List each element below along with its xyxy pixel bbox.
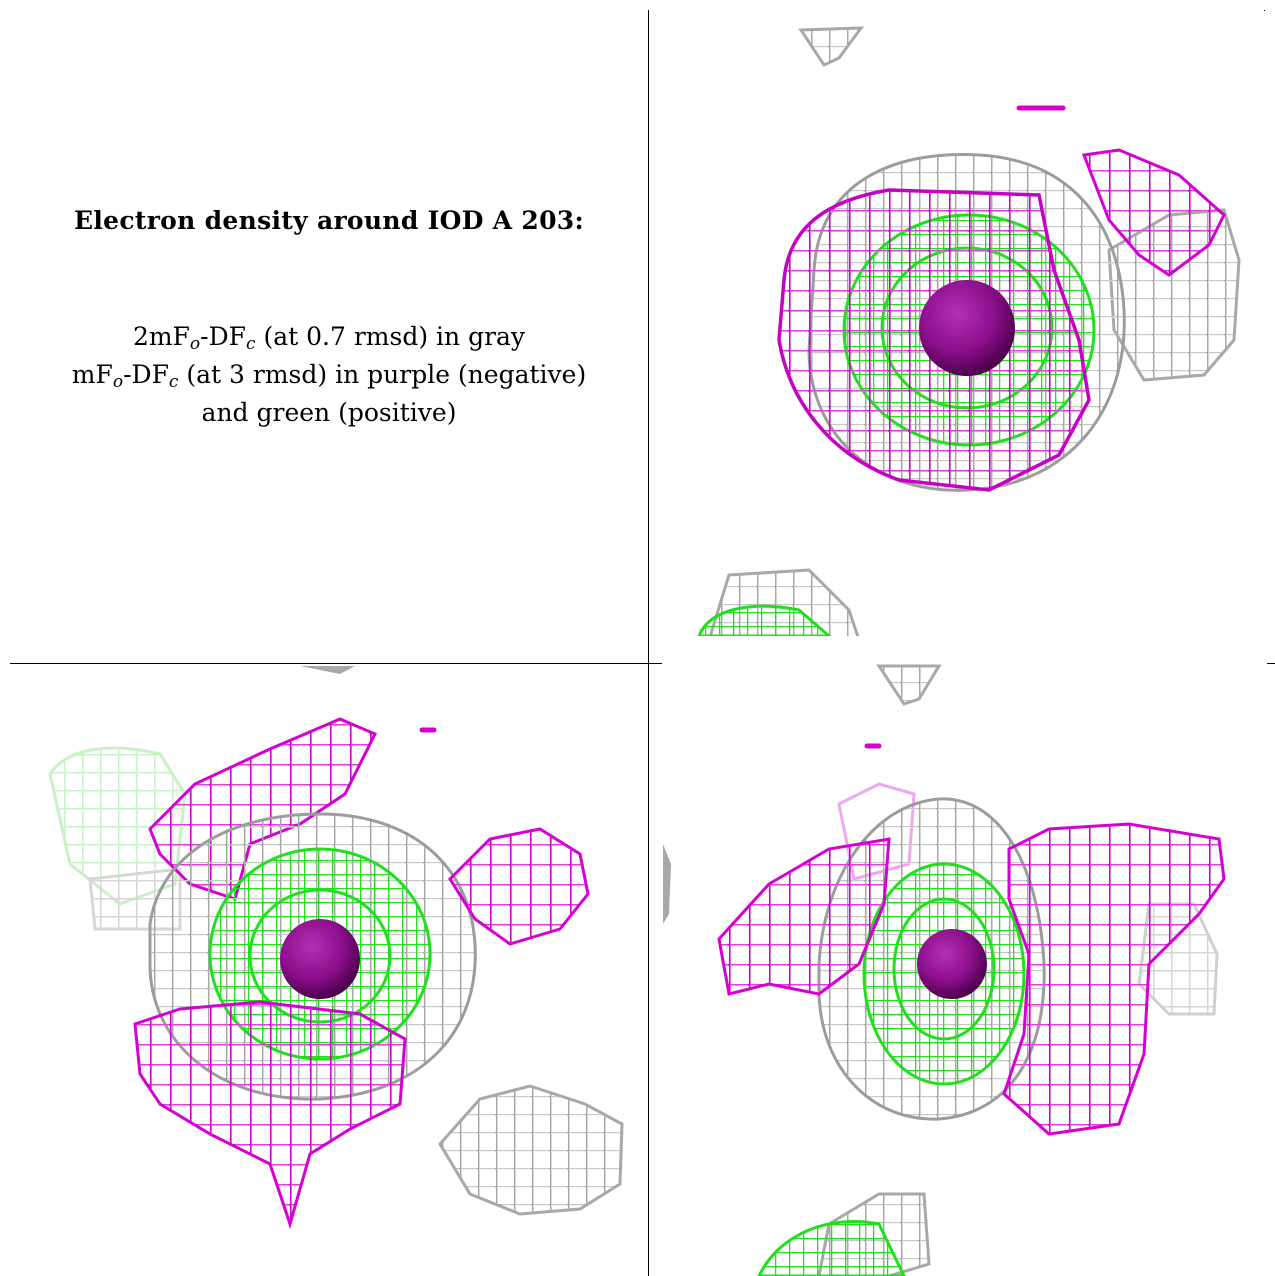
right-tick — [1267, 663, 1275, 664]
density-view-1 — [649, 10, 1264, 636]
density-view-2 — [10, 664, 648, 1276]
gray-mesh-lower-right — [438, 1084, 624, 1216]
density-render-2 — [48, 666, 624, 1230]
caption-line-gray: 2mFo-DFc (at 0.7 rmsd) in gray — [132, 322, 526, 354]
iodine-atom-sphere — [280, 919, 360, 999]
iodine-atom-sphere — [917, 929, 987, 999]
caption-panel: Electron density around IOD A 203: 2mFo-… — [10, 10, 648, 663]
density-view-3 — [649, 664, 1264, 1276]
pale-mesh-fragment-left — [48, 746, 187, 931]
center-vertical-divider — [648, 10, 649, 1276]
gray-mesh-fragment-top — [300, 666, 355, 674]
caption-title: Electron density around IOD A 203: — [73, 206, 585, 235]
caption-line-positive: and green (positive) — [201, 398, 457, 427]
gray-mesh-fragment-left — [663, 844, 671, 924]
purple-mesh-right-lobe — [448, 827, 590, 946]
purple-mesh-upper-right — [1081, 148, 1226, 277]
gray-mesh-fragment-top — [876, 664, 942, 706]
purple-mesh-right-lobe — [1002, 822, 1226, 1136]
purple-mesh-bottom-lobe — [133, 1000, 407, 1230]
caption-description: 2mFo-DFc (at 0.7 rmsd) in gray mFo-DFc (… — [10, 318, 648, 432]
iodine-atom-sphere — [919, 280, 1015, 376]
middle-horizontal-divider — [10, 663, 662, 664]
density-render-1 — [697, 26, 1241, 636]
gray-mesh-fragment-top — [798, 26, 865, 67]
gray-green-mesh-fragment-bottom — [757, 1192, 931, 1276]
caption-line-difference: mFo-DFc (at 3 rmsd) in purple (negative) — [71, 360, 587, 392]
purple-mesh-left-lobe — [717, 837, 891, 996]
gray-green-mesh-fragment-bottom — [697, 568, 860, 636]
density-render-3 — [663, 664, 1226, 1276]
